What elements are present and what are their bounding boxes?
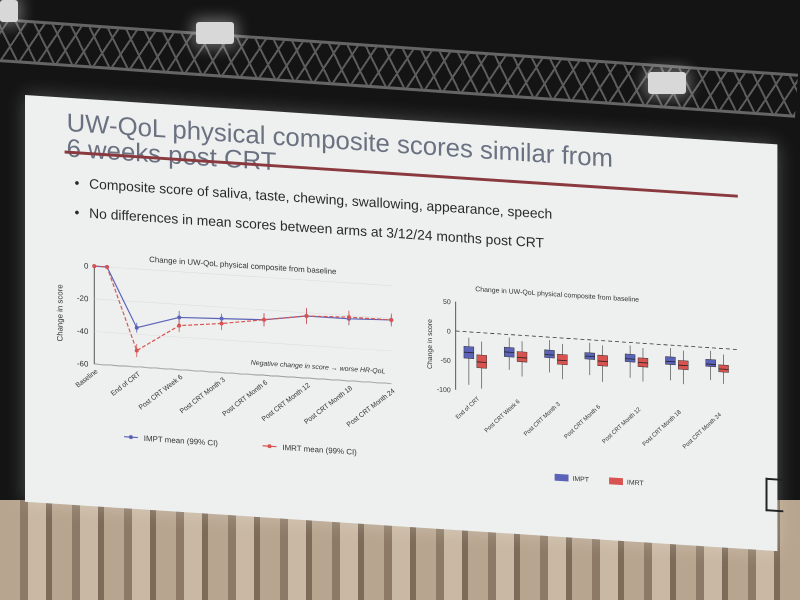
y-tick-label: 50 — [443, 299, 451, 306]
series-line — [94, 265, 392, 329]
data-point — [346, 315, 351, 320]
box-median — [504, 351, 515, 353]
x-tick-label: Post CRT Month 12 — [261, 382, 312, 423]
data-point — [304, 314, 309, 318]
data-point — [219, 321, 224, 326]
box — [516, 351, 528, 363]
x-tick-label: Post CRT Month 3 — [523, 401, 562, 438]
x-tick-label: Post CRT Week 6 — [138, 374, 185, 412]
box — [597, 354, 608, 367]
box — [705, 358, 716, 368]
x-tick-label: Post CRT Month 3 — [179, 376, 227, 415]
box-median — [463, 351, 474, 354]
legend-label: IMPT mean (99% CI) — [144, 434, 218, 448]
stage-light — [196, 22, 234, 44]
x-tick-label: Post CRT Month 24 — [346, 388, 397, 429]
y-axis-label: Change in score — [427, 319, 434, 369]
data-point — [134, 325, 139, 330]
box — [557, 353, 568, 366]
box-median — [625, 358, 636, 360]
x-tick-label: End of CRT — [110, 371, 143, 398]
y-tick-label: -50 — [441, 357, 451, 365]
box-median — [665, 360, 676, 363]
box-median — [557, 359, 568, 362]
legend-swatch — [609, 477, 623, 486]
box-median — [584, 355, 595, 358]
box-median — [678, 364, 689, 367]
data-point — [177, 323, 182, 328]
chart-title: Change in UW-QoL physical composite from… — [149, 255, 337, 276]
box-median — [476, 361, 487, 363]
box-median — [638, 362, 648, 364]
legend-label: IMRT — [627, 479, 645, 487]
gridline — [94, 298, 392, 319]
legend-label: IMRT mean (99% CI) — [282, 443, 357, 457]
data-point — [177, 315, 182, 320]
legend-marker — [267, 444, 272, 449]
y-tick-label: -60 — [77, 359, 89, 369]
gridline — [94, 265, 392, 286]
chart-annotation: Negative change in score → worse HR-QoL — [251, 360, 386, 376]
legend-swatch — [554, 473, 569, 482]
data-point — [389, 317, 394, 322]
data-point — [92, 264, 97, 269]
y-tick-label: 0 — [447, 328, 451, 335]
box — [665, 356, 676, 366]
x-tick-label: Post CRT Month 18 — [642, 409, 683, 448]
data-point — [262, 317, 266, 322]
series-line — [94, 265, 392, 352]
legend-marker — [128, 435, 133, 440]
x-tick-label: Post CRT Month 6 — [564, 404, 603, 441]
box-median — [597, 360, 608, 362]
x-tick-label: Post CRT Month 24 — [682, 412, 723, 451]
y-tick-label: -40 — [77, 326, 89, 336]
box-median — [544, 354, 555, 356]
y-tick-label: -20 — [77, 294, 89, 304]
box-median — [517, 357, 528, 359]
x-tick-label: Post CRT Month 12 — [601, 407, 642, 445]
data-point — [134, 348, 139, 353]
y-axis-label: Change in score — [56, 284, 65, 342]
box-median — [705, 363, 716, 365]
x-tick-label: Post CRT Week 6 — [484, 398, 522, 434]
box — [544, 349, 555, 359]
box-chart: Change in UW-QoL physical composite from… — [427, 286, 738, 488]
logo-mark — [765, 477, 784, 513]
x-tick-label: Post CRT Month 6 — [221, 379, 269, 418]
stage-light — [648, 72, 686, 94]
stage-light — [0, 0, 18, 22]
box-median — [718, 368, 729, 370]
y-tick-label: 0 — [84, 261, 89, 270]
projection-screen: UW-QoL physical composite scores similar… — [25, 95, 784, 552]
legend-label: IMPT — [572, 476, 589, 484]
box — [624, 353, 636, 363]
chart-title: Change in UW-QoL physical composite from… — [475, 286, 639, 304]
data-point — [105, 265, 110, 269]
box — [476, 354, 487, 369]
x-tick-label: Post CRT Month 18 — [303, 385, 354, 426]
x-tick-label: End of CRT — [455, 396, 481, 421]
gridline — [94, 331, 392, 352]
x-tick-label: Baseline — [75, 368, 100, 389]
gridline — [94, 363, 392, 384]
y-tick-label: -100 — [437, 387, 451, 395]
line-chart: Change in UW-QoL physical composite from… — [56, 255, 397, 457]
reference-line — [455, 330, 738, 350]
box — [718, 364, 729, 373]
